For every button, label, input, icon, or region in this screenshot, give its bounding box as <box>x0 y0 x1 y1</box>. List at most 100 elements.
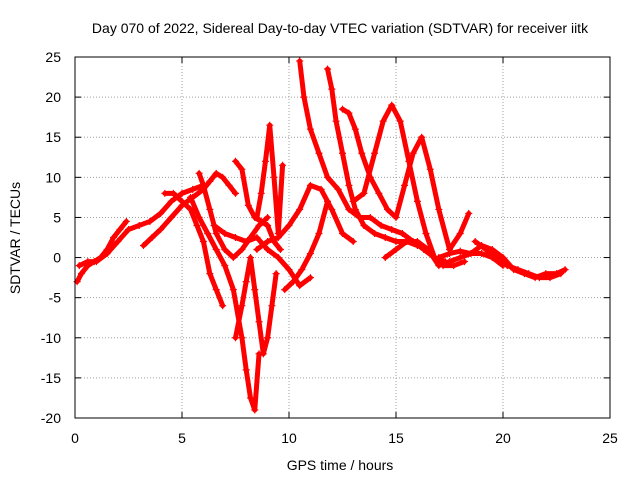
data-point <box>375 189 383 197</box>
data-point <box>289 278 297 286</box>
series-pass-11 <box>253 181 357 254</box>
data-point <box>264 238 272 246</box>
data-point <box>210 221 218 229</box>
data-point <box>446 258 453 266</box>
data-point <box>187 193 195 201</box>
data-point <box>169 189 177 197</box>
data-point <box>242 238 250 246</box>
axis-ticks: 0 5 10 15 20 25 -20 -15 -10 -5 0 5 10 15 20 25 <box>41 49 618 446</box>
data-point <box>272 270 280 278</box>
data-point <box>276 246 284 254</box>
series-pass-5 <box>161 189 227 310</box>
data-point <box>285 266 293 274</box>
data-point <box>379 117 387 125</box>
y-tick-label: -5 <box>49 290 62 306</box>
data-point <box>317 185 325 193</box>
data-point <box>206 177 214 185</box>
data-point <box>125 225 132 233</box>
data-point <box>339 149 346 157</box>
x-tick-label: 0 <box>71 430 79 446</box>
data-point <box>146 217 154 225</box>
data-point <box>351 125 359 133</box>
data-point <box>84 258 92 266</box>
data-point <box>232 334 239 342</box>
data-point <box>285 221 293 229</box>
data-point <box>178 197 186 205</box>
data-point <box>503 262 511 270</box>
data-point <box>446 250 453 258</box>
y-tick-label: 15 <box>45 129 61 145</box>
data-point <box>345 109 353 117</box>
data-point <box>401 181 409 189</box>
data-point <box>392 238 400 246</box>
data-point <box>135 221 143 229</box>
series-line <box>254 182 356 253</box>
data-point <box>413 238 421 246</box>
data-point <box>381 254 389 262</box>
data-point <box>229 286 237 294</box>
data-point <box>371 229 379 237</box>
data-point <box>450 262 458 270</box>
y-tick-label: -15 <box>41 370 61 386</box>
data-point <box>403 238 411 246</box>
data-point <box>270 173 278 181</box>
series-group <box>73 57 569 414</box>
data-point <box>116 225 124 233</box>
data-point <box>306 250 314 258</box>
series-pass-12 <box>281 197 332 294</box>
data-point <box>456 229 464 237</box>
data-point <box>242 278 250 286</box>
data-point <box>388 101 396 109</box>
data-point <box>349 197 357 205</box>
data-point <box>296 282 304 290</box>
data-point <box>546 274 554 282</box>
series-line <box>74 218 129 285</box>
data-point <box>157 225 165 233</box>
data-point <box>279 161 287 169</box>
data-point <box>266 121 274 129</box>
x-tick-label: 5 <box>178 430 186 446</box>
series-line <box>340 106 472 253</box>
data-point <box>244 201 252 209</box>
data-point <box>157 209 165 217</box>
y-tick-label: -20 <box>41 410 61 426</box>
x-tick-label: 25 <box>602 430 618 446</box>
data-point <box>339 105 346 113</box>
data-point <box>306 125 314 133</box>
data-point <box>493 254 501 262</box>
data-point <box>253 234 261 241</box>
data-point <box>328 205 336 213</box>
data-point <box>253 213 261 221</box>
x-tick-label: 15 <box>388 430 404 446</box>
data-point <box>306 274 314 282</box>
data-point <box>246 254 254 262</box>
data-point <box>255 318 263 326</box>
series-pass-2 <box>75 181 207 270</box>
data-point <box>103 250 111 258</box>
data-point <box>259 350 267 358</box>
data-point <box>257 217 265 225</box>
data-point <box>187 205 195 213</box>
data-point <box>396 117 404 125</box>
data-point <box>212 169 220 177</box>
data-point <box>264 221 272 229</box>
data-point <box>345 181 353 189</box>
data-point <box>349 238 357 246</box>
series-pass-7 <box>232 254 280 358</box>
data-point <box>229 254 237 262</box>
data-point <box>251 286 259 294</box>
data-point <box>358 149 366 157</box>
data-point <box>92 258 100 266</box>
y-tick-label: 0 <box>53 250 61 266</box>
data-point <box>195 169 203 177</box>
data-point <box>360 221 368 229</box>
data-point <box>418 133 426 141</box>
data-point <box>381 234 389 241</box>
data-point <box>388 225 396 233</box>
data-point <box>253 246 261 254</box>
data-point <box>114 238 122 246</box>
data-point <box>204 229 212 237</box>
y-tick-label: 25 <box>45 49 61 65</box>
data-point <box>238 165 246 173</box>
